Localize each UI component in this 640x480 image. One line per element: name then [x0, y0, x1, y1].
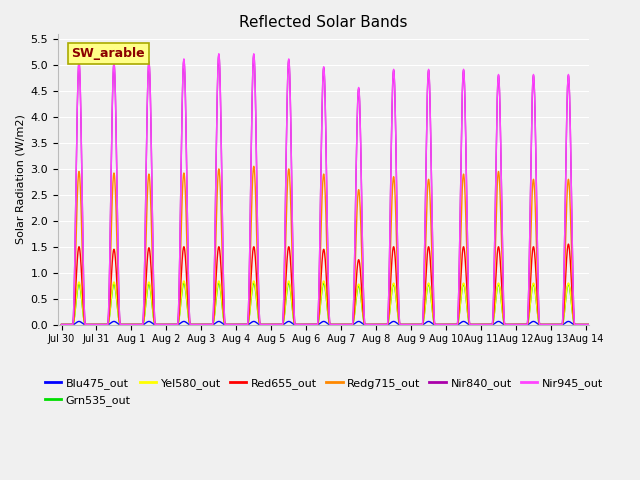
Redg715_out	[611, 322, 618, 327]
Yel580_out	[532, 290, 540, 296]
Title: Reflected Solar Bands: Reflected Solar Bands	[239, 15, 408, 30]
Red655_out	[611, 322, 618, 327]
Y-axis label: Solar Radiation (W/m2): Solar Radiation (W/m2)	[15, 114, 25, 244]
Nir840_out	[463, 169, 470, 175]
Red655_out	[413, 322, 420, 327]
Nir945_out	[58, 322, 65, 327]
Grn535_out	[172, 322, 180, 327]
Text: SW_arable: SW_arable	[71, 47, 145, 60]
Blu475_out	[617, 322, 625, 327]
Yel580_out	[617, 322, 625, 327]
Grn535_out	[413, 322, 421, 327]
Nir945_out	[172, 322, 180, 327]
Grn535_out	[532, 291, 540, 297]
Nir945_out	[215, 51, 223, 57]
Nir945_out	[532, 132, 540, 138]
Grn535_out	[617, 322, 625, 327]
Blu475_out	[532, 319, 540, 325]
Line: Yel580_out: Yel580_out	[61, 281, 621, 324]
Blu475_out	[463, 320, 470, 325]
Red655_out	[617, 322, 625, 327]
Grn535_out	[498, 305, 506, 311]
Blu475_out	[75, 319, 83, 324]
Yel580_out	[611, 322, 618, 327]
Blu475_out	[498, 320, 506, 326]
Line: Red655_out: Red655_out	[61, 244, 621, 324]
Line: Blu475_out: Blu475_out	[61, 322, 621, 324]
Redg715_out	[413, 322, 421, 327]
Nir840_out	[58, 322, 65, 327]
Yel580_out	[58, 322, 65, 327]
Nir945_out	[611, 322, 618, 327]
Nir840_out	[617, 322, 625, 327]
Grn535_out	[463, 298, 470, 303]
Redg715_out	[463, 231, 470, 237]
Yel580_out	[498, 304, 506, 310]
Grn535_out	[58, 322, 65, 327]
Nir945_out	[463, 169, 470, 175]
Red655_out	[600, 241, 607, 247]
Blu475_out	[172, 322, 180, 327]
Yel580_out	[172, 322, 180, 327]
Line: Nir840_out: Nir840_out	[61, 55, 621, 324]
Nir945_out	[617, 322, 625, 327]
Redg715_out	[498, 257, 506, 263]
Redg715_out	[250, 163, 258, 169]
Redg715_out	[58, 322, 65, 327]
Line: Redg715_out: Redg715_out	[61, 166, 621, 324]
Red655_out	[462, 272, 470, 277]
Nir840_out	[215, 52, 223, 58]
Line: Nir945_out: Nir945_out	[61, 54, 621, 324]
Yel580_out	[180, 278, 188, 284]
Blu475_out	[413, 322, 421, 327]
Red655_out	[58, 322, 65, 327]
Yel580_out	[463, 297, 470, 302]
Redg715_out	[617, 322, 625, 327]
Blu475_out	[58, 322, 65, 327]
Nir945_out	[498, 216, 506, 222]
Line: Grn535_out: Grn535_out	[61, 283, 621, 324]
Nir840_out	[532, 133, 540, 139]
Grn535_out	[180, 280, 188, 286]
Nir840_out	[611, 322, 618, 327]
Redg715_out	[532, 212, 540, 217]
Blu475_out	[611, 322, 618, 327]
Nir945_out	[413, 322, 421, 327]
Nir840_out	[172, 322, 180, 327]
Red655_out	[531, 260, 539, 266]
Legend: Blu475_out, Grn535_out, Yel580_out, Red655_out, Redg715_out, Nir840_out, Nir945_: Blu475_out, Grn535_out, Yel580_out, Red6…	[40, 374, 607, 410]
Red655_out	[498, 286, 506, 291]
Red655_out	[172, 322, 180, 327]
Redg715_out	[172, 322, 180, 327]
Nir840_out	[498, 216, 506, 222]
Grn535_out	[611, 322, 618, 327]
Yel580_out	[413, 322, 421, 327]
Nir840_out	[413, 322, 421, 327]
